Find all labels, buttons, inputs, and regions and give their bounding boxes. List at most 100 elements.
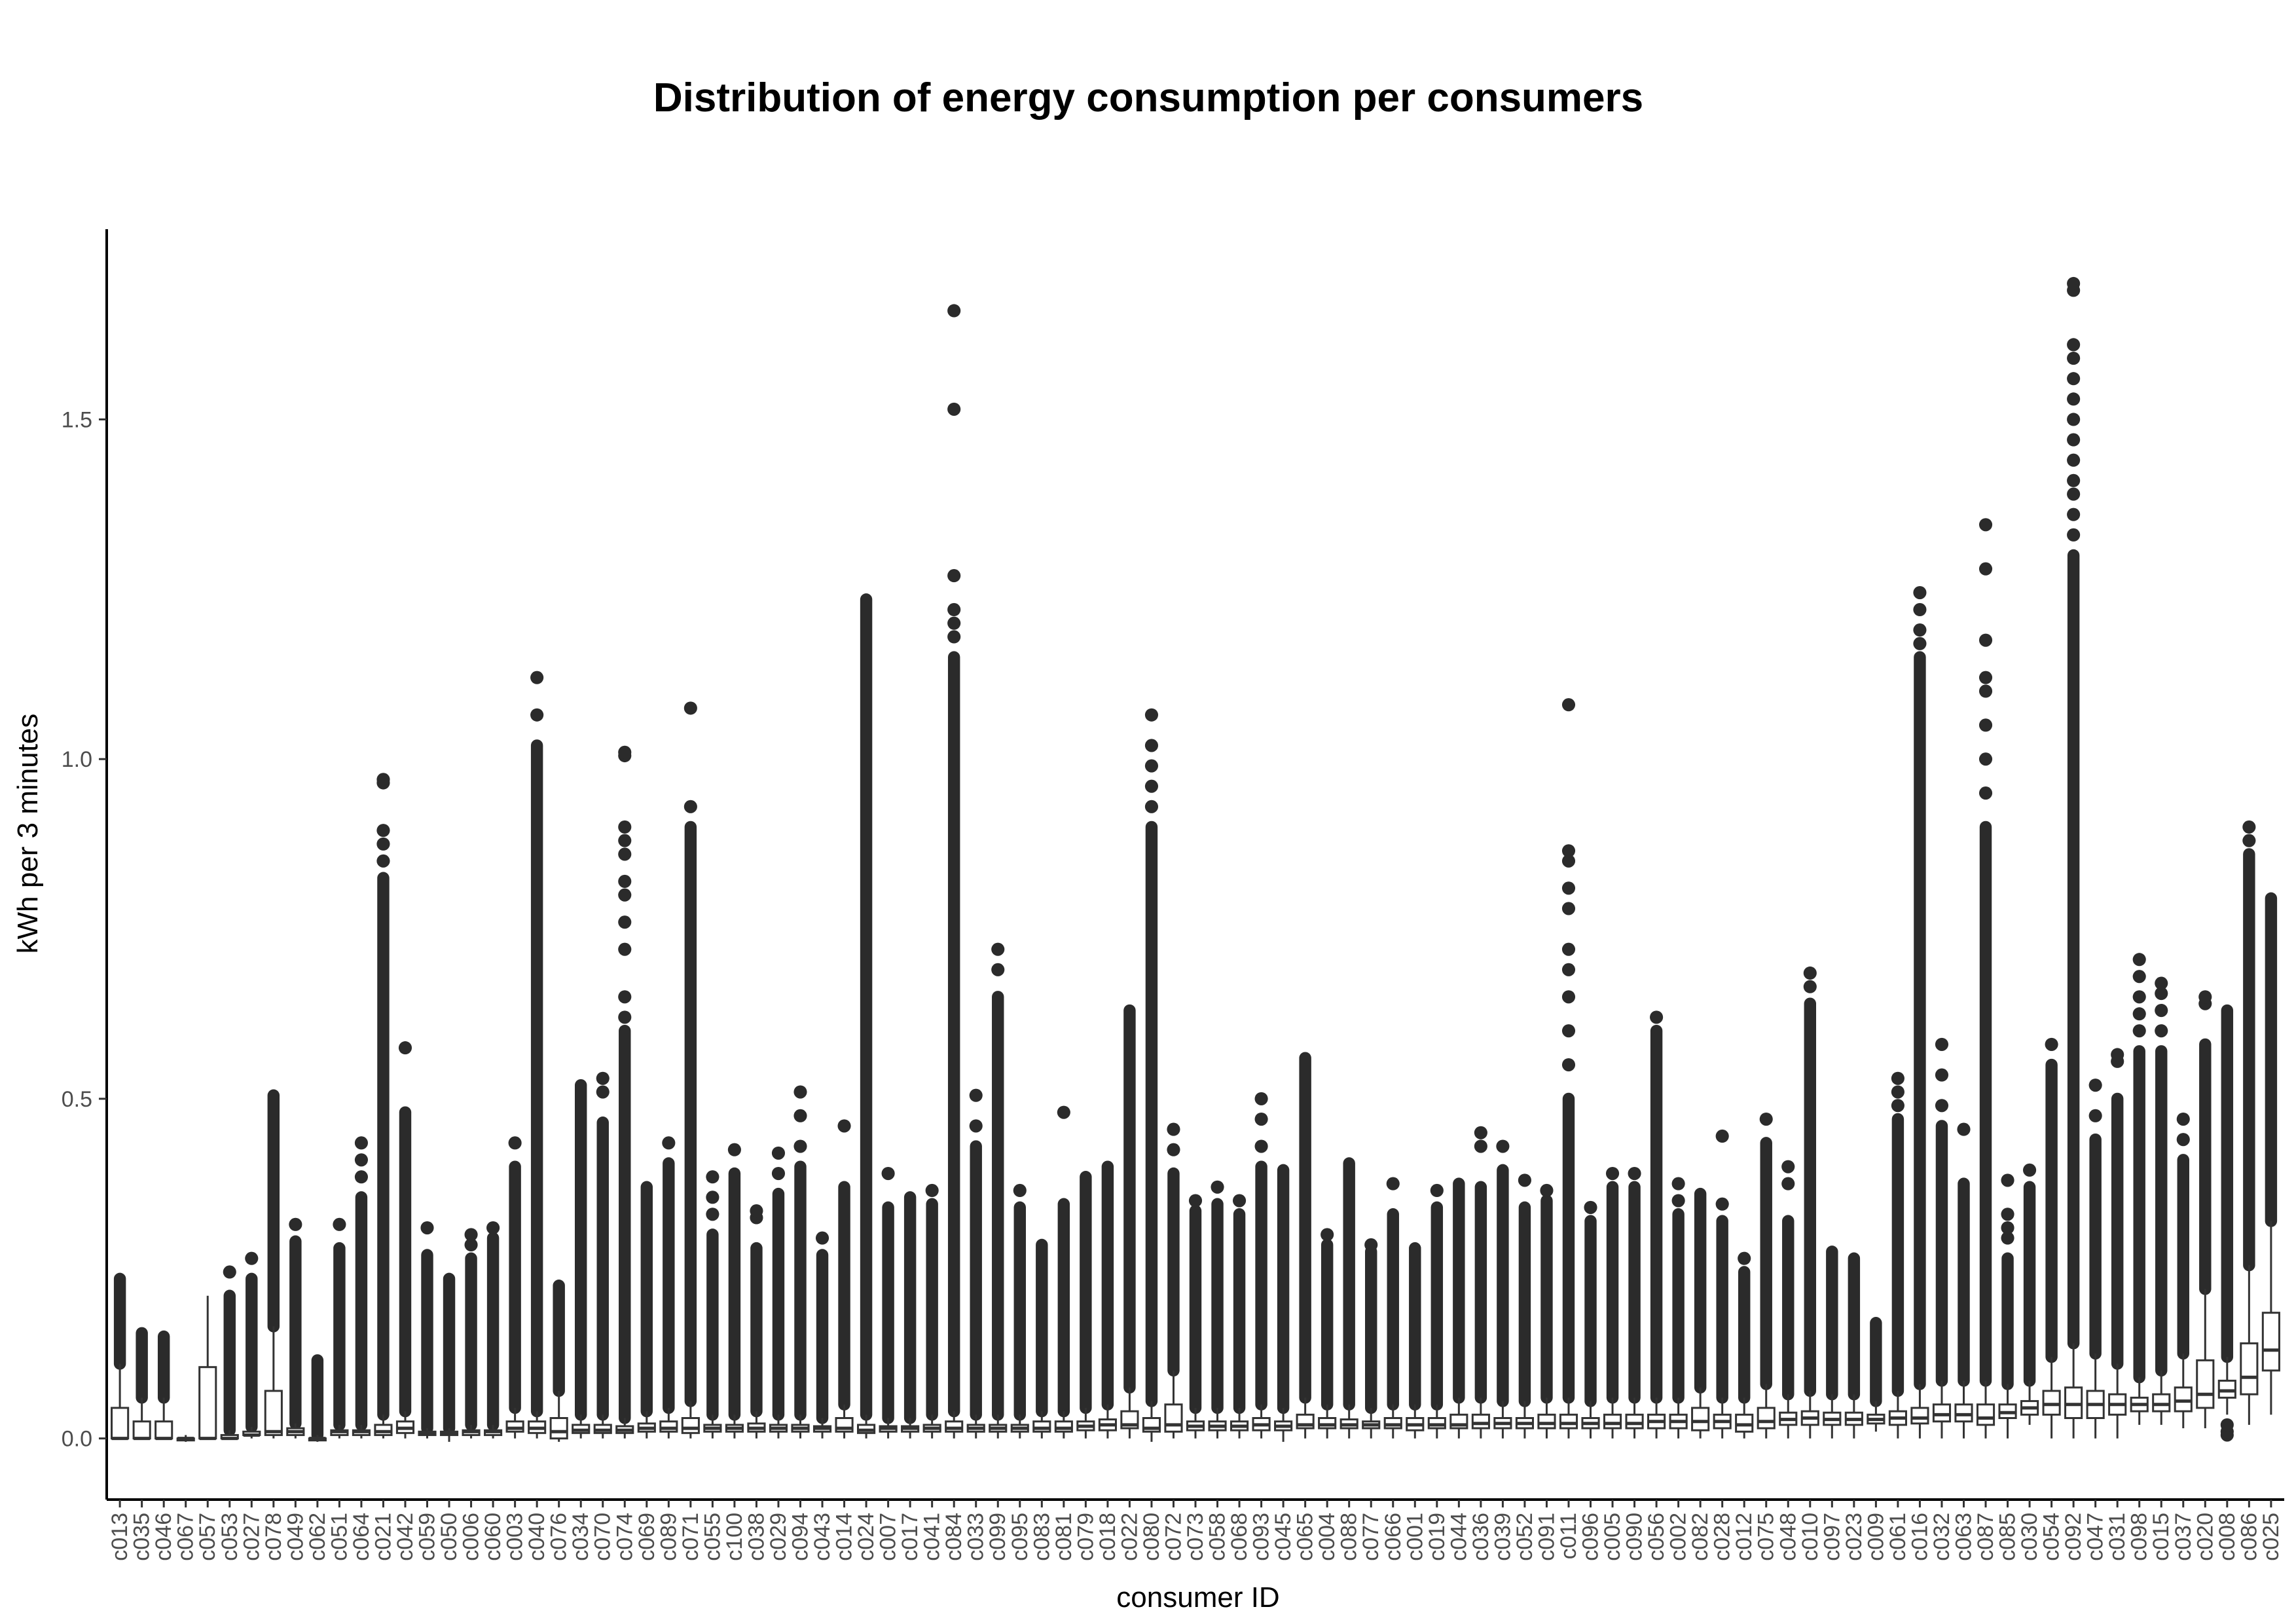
box-c069: [638, 1187, 655, 1439]
outlier-point: [947, 569, 960, 582]
outlier-point: [465, 1228, 478, 1241]
x-tick-label: c031: [2105, 1513, 2130, 1561]
box-iqr: [265, 1391, 282, 1435]
box-c093: [1253, 1092, 1269, 1439]
outlier-point: [376, 824, 390, 837]
outlier-point: [706, 1170, 719, 1183]
box-iqr: [1165, 1405, 1182, 1431]
x-tick-label: c016: [1907, 1513, 1932, 1561]
box-iqr: [1912, 1408, 1928, 1424]
outlier-point: [2133, 990, 2146, 1003]
box-c097: [1824, 1251, 1840, 1438]
box-c012: [1736, 1252, 1753, 1439]
x-tick-label: c009: [1863, 1513, 1888, 1561]
x-tick-label: c091: [1534, 1513, 1559, 1561]
x-tick-label: c075: [1754, 1513, 1779, 1561]
box-iqr: [551, 1418, 567, 1439]
x-tick-label: c056: [1644, 1513, 1669, 1561]
x-tick-label: c089: [656, 1513, 681, 1561]
box-c044: [1451, 1184, 1467, 1439]
outlier-point: [289, 1218, 302, 1231]
box-iqr: [1319, 1418, 1336, 1429]
box-iqr: [1034, 1422, 1050, 1432]
outlier-point: [1562, 963, 1575, 976]
outlier-point: [223, 1265, 236, 1278]
outlier-point: [1145, 739, 1158, 752]
box-iqr: [2043, 1391, 2060, 1414]
box-c021: [375, 773, 392, 1438]
outlier-point: [2067, 338, 2080, 351]
outlier-point: [1957, 1123, 1970, 1136]
box-c013: [112, 1279, 128, 1439]
box-c011: [1560, 698, 1576, 1438]
box-c004: [1319, 1228, 1336, 1438]
x-tick-label: c050: [437, 1513, 462, 1561]
outlier-point: [399, 1041, 412, 1054]
box-c054: [2043, 1038, 2060, 1439]
box-c058: [1209, 1181, 1226, 1439]
x-tick-label: c040: [524, 1513, 549, 1561]
outlier-point: [1760, 1113, 1773, 1126]
box-c030: [2021, 1164, 2037, 1425]
outlier-point: [2001, 1208, 2014, 1221]
outlier-point: [793, 1085, 807, 1098]
outlier-point: [772, 1147, 785, 1160]
box-iqr: [1604, 1414, 1620, 1428]
x-tick-label: c074: [612, 1513, 637, 1561]
x-tick-label: c061: [1886, 1513, 1910, 1561]
box-c052: [1516, 1173, 1533, 1438]
outlier-point: [530, 709, 543, 722]
box-c019: [1429, 1184, 1445, 1439]
x-axis: c013c035c046c067c057c053c027c078c049c062…: [107, 1500, 2284, 1561]
outlier-point: [1584, 1201, 1597, 1214]
box-c098: [2131, 953, 2147, 1425]
outlier-point: [706, 1208, 719, 1221]
box-c088: [1341, 1163, 1357, 1438]
outlier-point: [793, 1109, 807, 1122]
outlier-point: [1211, 1181, 1224, 1194]
outlier-point: [2045, 1038, 2058, 1051]
y-tick-label: 0.0: [62, 1427, 92, 1452]
box-c045: [1275, 1170, 1292, 1442]
x-tick-label: c083: [1029, 1513, 1054, 1561]
x-tick-label: c063: [1951, 1513, 1976, 1561]
outlier-point: [882, 1167, 895, 1180]
outlier-point: [728, 1143, 741, 1156]
box-iqr: [1933, 1405, 1950, 1422]
outlier-point: [1979, 671, 1992, 684]
box-c062: [309, 1360, 325, 1441]
outlier-point: [1935, 1038, 1948, 1051]
outlier-point: [662, 1136, 675, 1149]
x-tick-label: c014: [832, 1513, 857, 1561]
outlier-point: [2133, 953, 2146, 966]
outlier-point: [1430, 1184, 1444, 1197]
box-iqr: [1055, 1422, 1072, 1432]
outlier-point: [1891, 1072, 1904, 1085]
box-c025: [2263, 898, 2279, 1414]
outlier-point: [837, 1119, 850, 1132]
x-tick-label: c030: [2017, 1513, 2042, 1561]
x-tick-label: c071: [678, 1513, 703, 1561]
outlier-point: [750, 1204, 763, 1217]
outlier-point: [1979, 634, 1992, 647]
box-c046: [156, 1337, 172, 1439]
x-tick-label: c025: [2259, 1513, 2284, 1561]
box-c003: [507, 1136, 523, 1438]
box-c096: [1582, 1201, 1599, 1439]
chart-title: Distribution of energy consumption per c…: [653, 75, 1643, 120]
outlier-point: [1716, 1130, 1729, 1143]
outlier-point: [2023, 1164, 2036, 1177]
outlier-point: [2133, 1007, 2146, 1020]
box-c038: [748, 1204, 765, 1439]
box-c014: [836, 1119, 852, 1438]
outlier-point: [420, 1221, 433, 1234]
x-tick-label: c003: [503, 1513, 528, 1561]
outlier-point: [1628, 1167, 1641, 1180]
box-c024: [858, 599, 875, 1438]
x-tick-label: c011: [1556, 1513, 1581, 1559]
x-tick-label: c034: [568, 1513, 593, 1561]
outlier-point: [2001, 1173, 2014, 1187]
outlier-point: [1364, 1238, 1377, 1251]
x-tick-label: c038: [744, 1513, 769, 1561]
box-c043: [814, 1232, 830, 1439]
